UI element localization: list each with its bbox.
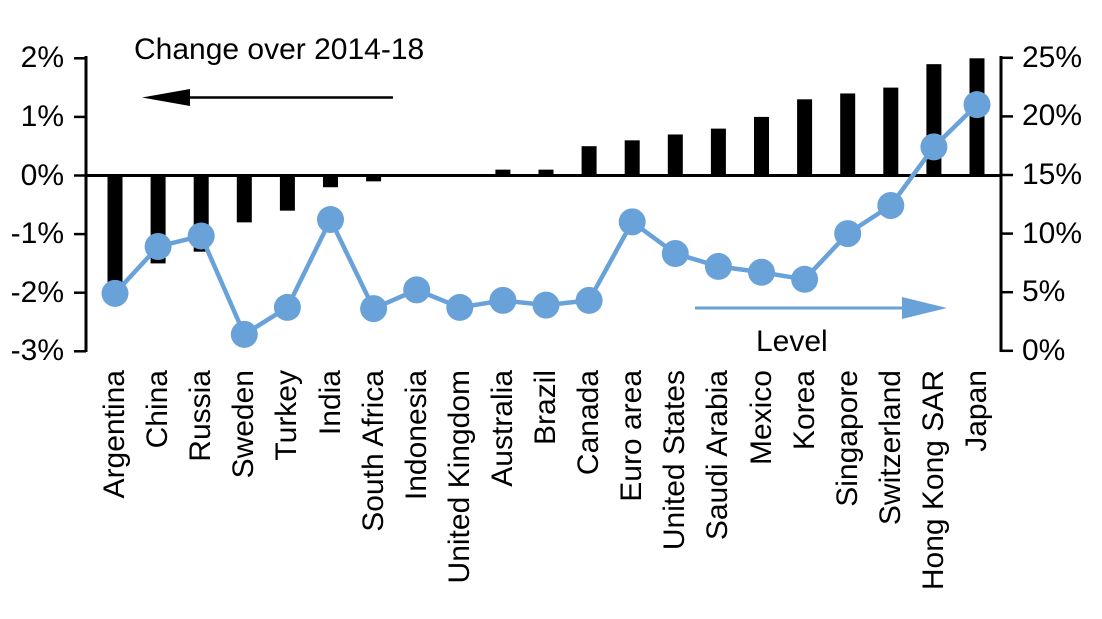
bar-india	[323, 175, 338, 188]
right-axis-tick-label: 10%	[1022, 216, 1083, 250]
x-axis-label-india: India	[313, 370, 347, 436]
x-axis-label-argentina: Argentina	[98, 370, 131, 499]
level-marker-australia	[489, 286, 517, 314]
left-axis-tick-label: -2%	[10, 275, 64, 309]
x-axis-label-australia: Australia	[485, 370, 519, 487]
x-axis-label-japan: Japan	[960, 370, 993, 452]
x-axis-label-korea: Korea	[787, 370, 821, 451]
bar-sweden	[236, 175, 252, 223]
bar-brazil	[538, 169, 554, 176]
x-axis-label-switzerland: Switzerland	[873, 370, 907, 526]
level-marker-korea	[791, 265, 819, 293]
x-axis-label-indonesia: Indonesia	[399, 370, 433, 501]
level-marker-singapore	[834, 220, 862, 248]
x-axis-label-brazil: Brazil	[529, 370, 562, 446]
level-marker-brazil	[532, 291, 560, 319]
level-marker-argentina	[101, 279, 129, 307]
right-axis-tick-label: 5%	[1022, 275, 1066, 309]
level-marker-mexico	[748, 258, 775, 286]
bar-turkey	[279, 175, 295, 211]
bar-australia	[495, 169, 511, 176]
bar-united-states	[667, 134, 683, 176]
level-marker-russia	[187, 222, 215, 250]
level-marker-indonesia	[403, 276, 431, 304]
bar-euro-area	[624, 140, 640, 176]
right-axis-tick-label: 25%	[1022, 40, 1083, 74]
x-axis-label-euro-area: Euro area	[615, 370, 649, 502]
change-arrow-left-icon	[142, 89, 190, 106]
level-marker-hong-kong-sar	[920, 133, 948, 161]
right-axis-tick-label: 0%	[1022, 333, 1066, 367]
left-axis-tick-label: 2%	[20, 41, 64, 75]
level-marker-china	[144, 232, 172, 260]
level-marker-united-states	[661, 240, 689, 268]
bar-argentina	[107, 175, 123, 293]
left-axis-tick-label: 1%	[20, 99, 64, 133]
x-axis-label-saudi-arabia: Saudi Arabia	[701, 370, 735, 541]
right-axis-tick-label: 15%	[1022, 158, 1083, 191]
bar-singapore	[840, 93, 856, 176]
x-axis-label-singapore: Singapore	[830, 370, 864, 507]
level-marker-sweden	[230, 320, 258, 348]
bar-canada	[581, 146, 597, 176]
right-axis-tick-label: 20%	[1022, 99, 1083, 133]
x-axis-label-south-africa: South Africa	[356, 370, 390, 532]
bar-korea	[797, 99, 813, 176]
level-series-label: Level	[756, 325, 828, 358]
level-marker-south-africa	[360, 295, 388, 323]
bar-switzerland	[883, 87, 899, 176]
level-marker-canada	[575, 286, 603, 314]
level-marker-saudi-arabia	[704, 252, 732, 280]
level-marker-united-kingdom	[446, 293, 474, 321]
level-marker-india	[317, 206, 344, 234]
level-marker-euro-area	[618, 208, 646, 236]
x-axis-label-sweden: Sweden	[227, 370, 261, 479]
level-marker-turkey	[273, 293, 301, 321]
x-axis-label-united-kingdom: United Kingdom	[442, 370, 476, 584]
x-axis-label-united-states: United States	[658, 370, 692, 551]
bar-mexico	[754, 116, 769, 176]
x-axis-label-mexico: Mexico	[744, 370, 778, 466]
x-axis-label-hong-kong-sar: Hong Kong SAR	[916, 370, 950, 591]
bar-saudi-arabia	[710, 128, 726, 176]
level-arrow-right-icon	[902, 297, 947, 319]
chart-title: Change over 2014-18	[134, 33, 425, 66]
left-axis-tick-label: -3%	[10, 334, 64, 368]
left-axis-tick-label: -1%	[10, 217, 64, 251]
left-axis-tick-label: 0%	[20, 158, 64, 192]
x-axis-label-turkey: Turkey	[270, 370, 304, 461]
x-axis-label-russia: Russia	[184, 370, 218, 462]
bar-south-africa	[366, 175, 382, 182]
level-marker-switzerland	[877, 191, 905, 219]
x-axis-label-canada: Canada	[572, 370, 606, 476]
level-marker-japan	[963, 91, 991, 119]
x-axis-label-china: China	[141, 370, 175, 449]
